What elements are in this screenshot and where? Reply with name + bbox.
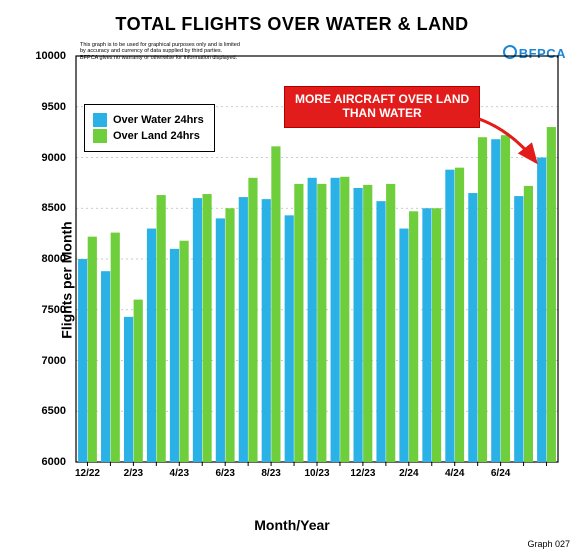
x-axis-label: Month/Year: [0, 517, 584, 533]
x-tick-label: 2/23: [124, 468, 143, 479]
y-tick-label: 6000: [10, 456, 66, 468]
chart-title: TOTAL FLIGHTS OVER WATER & LAND: [0, 14, 584, 35]
x-tick-label: 6/24: [491, 468, 510, 479]
y-tick-label: 8500: [10, 202, 66, 214]
y-tick-label: 7000: [10, 355, 66, 367]
x-tick-label: 6/23: [215, 468, 234, 479]
y-tick-label: 8000: [10, 253, 66, 265]
y-tick-label: 6500: [10, 405, 66, 417]
x-tick-label: 12/23: [350, 468, 375, 479]
legend-swatch-land: [93, 129, 107, 143]
x-tick-label: 10/23: [304, 468, 329, 479]
legend: Over Water 24hrs Over Land 24hrs: [84, 104, 215, 152]
callout-line1: MORE AIRCRAFT OVER LAND: [295, 92, 469, 106]
y-tick-label: 9000: [10, 152, 66, 164]
y-tick-label: 7500: [10, 304, 66, 316]
callout-line2: THAN WATER: [343, 106, 422, 120]
legend-label-water: Over Water 24hrs: [113, 114, 204, 126]
legend-row: Over Water 24hrs: [93, 113, 204, 127]
y-tick-label: 10000: [10, 50, 66, 62]
legend-label-land: Over Land 24hrs: [113, 130, 200, 142]
graph-number: Graph 027: [527, 539, 570, 549]
y-tick-label: 9500: [10, 101, 66, 113]
x-tick-label: 4/24: [445, 468, 464, 479]
x-tick-label: 8/23: [261, 468, 280, 479]
x-tick-label: 12/22: [75, 468, 100, 479]
legend-row: Over Land 24hrs: [93, 129, 204, 143]
legend-swatch-water: [93, 113, 107, 127]
callout-box: MORE AIRCRAFT OVER LAND THAN WATER: [284, 86, 480, 128]
x-tick-label: 4/23: [170, 468, 189, 479]
x-tick-label: 2/24: [399, 468, 418, 479]
